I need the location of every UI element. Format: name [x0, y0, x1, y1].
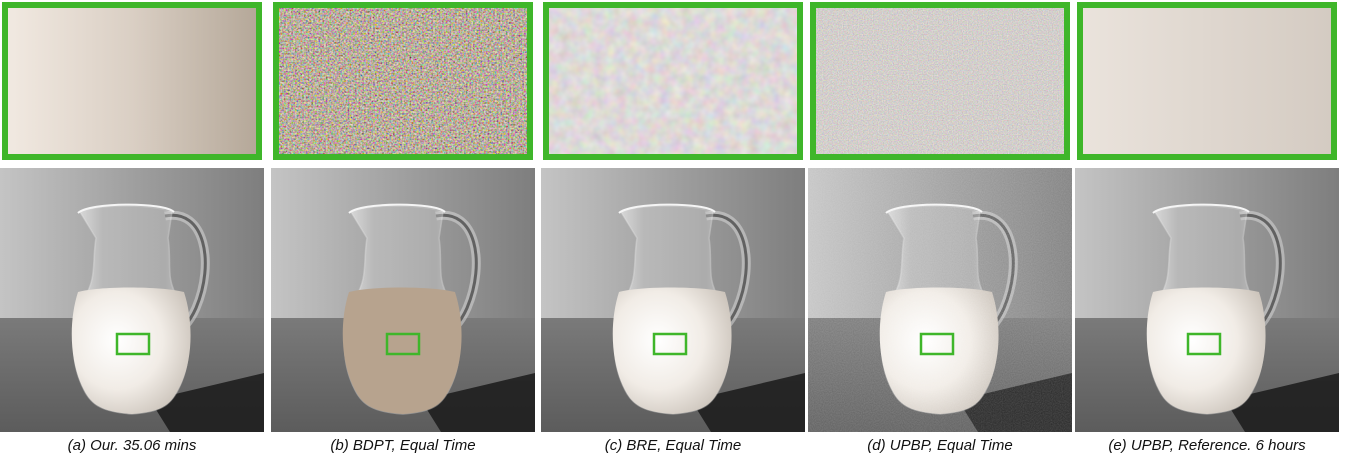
pitcher-render: [541, 168, 805, 432]
caption: (e) UPBP, Reference. 6 hours: [1108, 437, 1306, 454]
caption: (c) BRE, Equal Time: [604, 437, 742, 454]
panel-d: (d) UPBP, Equal Time: [808, 0, 1072, 462]
crop-inset: [543, 2, 803, 160]
panel-c: (c) BRE, Equal Time: [541, 0, 805, 462]
crop-inset: [273, 2, 533, 160]
pitcher-render: [1075, 168, 1339, 432]
crop-inset: [1077, 2, 1337, 160]
panel-e: (e) UPBP, Reference. 6 hours: [1075, 0, 1339, 462]
pitcher-render: [808, 168, 1072, 432]
caption: (a) Our. 35.06 mins: [67, 437, 197, 454]
pitcher-render: [0, 168, 264, 432]
panel-a: (a) Our. 35.06 mins: [0, 0, 264, 462]
caption: (d) UPBP, Equal Time: [867, 437, 1013, 454]
crop-inset: [2, 2, 262, 160]
caption: (b) BDPT, Equal Time: [330, 437, 476, 454]
crop-inset: [810, 2, 1070, 160]
pitcher-render: [271, 168, 535, 432]
panel-b: (b) BDPT, Equal Time: [271, 0, 535, 462]
